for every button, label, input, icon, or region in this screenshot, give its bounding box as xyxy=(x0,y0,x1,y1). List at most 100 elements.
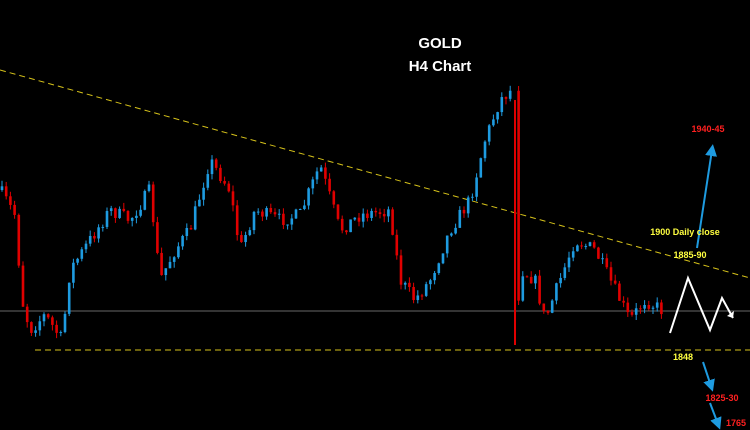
candle xyxy=(374,210,378,213)
candle xyxy=(408,282,411,287)
candle xyxy=(395,234,399,256)
candle xyxy=(0,186,4,190)
candle xyxy=(147,184,151,191)
candle xyxy=(559,277,562,284)
level-label: 1940-45 xyxy=(691,124,724,134)
candle xyxy=(441,253,445,264)
candle xyxy=(109,208,113,212)
candle xyxy=(240,235,243,243)
candle xyxy=(382,213,386,217)
candle xyxy=(340,218,344,231)
candle xyxy=(63,313,67,333)
candle xyxy=(588,242,592,247)
candle xyxy=(17,214,21,266)
candle xyxy=(609,267,613,281)
candles xyxy=(0,85,663,339)
candle xyxy=(93,235,96,239)
candle xyxy=(181,235,184,247)
candle xyxy=(626,302,630,313)
candle xyxy=(471,196,474,198)
candle xyxy=(563,267,567,278)
candle xyxy=(487,125,491,142)
candle xyxy=(256,211,260,213)
candle xyxy=(412,286,415,301)
candle xyxy=(378,212,382,214)
subtitle: H4 Chart xyxy=(409,58,472,75)
candle xyxy=(534,275,537,284)
candle xyxy=(580,245,583,247)
candle xyxy=(273,212,277,215)
candle xyxy=(139,209,142,216)
candle xyxy=(437,263,441,274)
candle xyxy=(525,276,529,278)
candle xyxy=(357,217,361,222)
arrow-head xyxy=(727,311,734,318)
candle xyxy=(88,235,92,244)
candle xyxy=(576,245,579,252)
candle xyxy=(584,246,588,248)
candle xyxy=(345,230,348,233)
candle xyxy=(361,213,365,222)
candle xyxy=(126,210,130,221)
candle xyxy=(571,251,575,258)
candle xyxy=(324,167,327,179)
candle xyxy=(210,159,214,175)
candle xyxy=(319,167,323,172)
candle xyxy=(433,273,436,281)
candle xyxy=(529,276,533,284)
candle xyxy=(521,276,525,301)
candle xyxy=(597,247,600,259)
candle xyxy=(277,213,281,215)
candle xyxy=(550,300,554,313)
candle xyxy=(177,246,180,258)
candle xyxy=(399,255,403,285)
candle xyxy=(643,305,646,309)
candle xyxy=(466,197,470,214)
candle xyxy=(34,330,37,333)
candle xyxy=(122,208,126,211)
candle xyxy=(185,227,189,236)
candle xyxy=(517,90,520,301)
candle xyxy=(59,332,63,334)
candle xyxy=(231,191,235,206)
candle xyxy=(391,209,394,235)
candle xyxy=(164,268,168,276)
candle xyxy=(420,295,424,297)
candle xyxy=(235,205,239,236)
candle xyxy=(311,179,315,189)
candle xyxy=(475,177,478,197)
candle xyxy=(307,188,310,206)
candle xyxy=(651,307,655,309)
candle xyxy=(156,222,159,253)
candle xyxy=(202,187,205,200)
candle xyxy=(168,261,172,269)
arrow-down xyxy=(702,361,715,392)
candle xyxy=(130,218,134,221)
candle xyxy=(9,196,12,205)
candle xyxy=(84,243,88,250)
candle xyxy=(366,213,369,218)
candle xyxy=(198,199,201,207)
candle xyxy=(332,191,336,205)
arrow-down xyxy=(709,402,722,430)
candle xyxy=(160,252,163,276)
candle xyxy=(639,308,642,310)
candle xyxy=(429,280,432,285)
candle xyxy=(567,257,571,268)
candle xyxy=(647,305,651,309)
candle xyxy=(294,209,298,219)
candle xyxy=(38,321,42,331)
level-label: 1825-30 xyxy=(705,393,738,403)
candle xyxy=(265,208,268,217)
candle xyxy=(622,300,625,303)
candle xyxy=(76,258,79,263)
candle xyxy=(328,178,331,192)
candle xyxy=(508,90,512,99)
candle xyxy=(261,211,264,217)
candle xyxy=(542,303,546,311)
candle xyxy=(538,275,541,304)
candle xyxy=(416,295,420,301)
candle xyxy=(13,204,16,215)
candle xyxy=(55,324,58,333)
candle xyxy=(118,208,121,218)
